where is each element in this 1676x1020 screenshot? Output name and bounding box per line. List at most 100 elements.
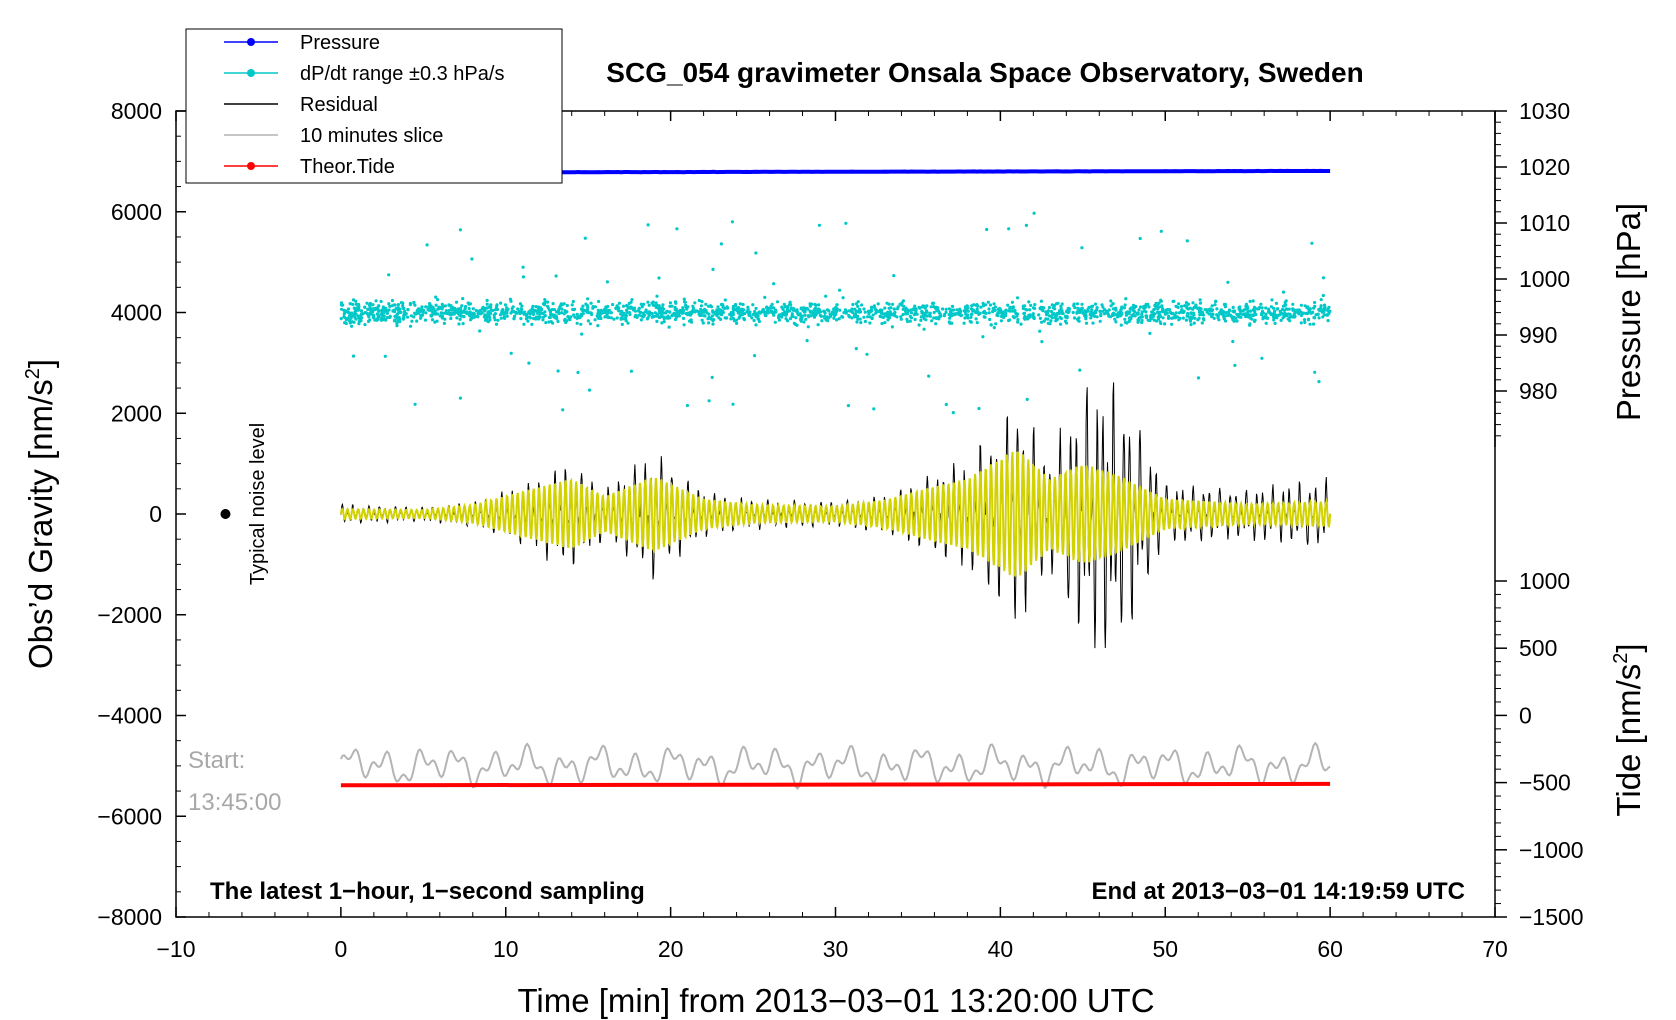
dpdt-point: [617, 301, 622, 305]
dpdt-point: [873, 306, 877, 310]
dpdt-point: [820, 319, 824, 323]
dpdt-point: [581, 304, 585, 308]
dpdt-point: [1264, 316, 1268, 320]
dpdt-point: [648, 311, 653, 315]
dpdt-point: [1313, 300, 1317, 305]
dpdt-point: [1174, 311, 1178, 315]
dpdt-point: [947, 313, 951, 317]
dpdt-point: [719, 242, 724, 246]
dpdt-point: [959, 314, 963, 318]
dpdt-point: [1158, 314, 1162, 319]
dpdt-point: [941, 307, 945, 311]
dpdt-point: [478, 329, 482, 333]
dpdt-point: [547, 320, 551, 324]
dpdt-point: [1120, 305, 1124, 309]
dpdt-point: [417, 307, 421, 311]
dpdt-point: [1201, 313, 1205, 317]
dpdt-point: [1302, 318, 1307, 322]
dpdt-point: [981, 304, 986, 308]
dpdt-point: [1223, 319, 1228, 323]
dpdt-point: [834, 306, 838, 310]
pressure-tick-label: 1030: [1519, 98, 1570, 124]
dpdt-point: [780, 313, 784, 317]
dpdt-point: [1098, 309, 1102, 313]
dpdt-point: [1196, 376, 1201, 380]
dpdt-point: [532, 312, 536, 316]
dpdt-point: [1052, 312, 1056, 316]
dpdt-point: [1041, 309, 1045, 313]
dpdt-point: [395, 313, 399, 317]
dpdt-point: [534, 305, 538, 309]
dpdt-point: [965, 305, 969, 309]
dpdt-point: [1275, 316, 1279, 320]
dpdt-point: [431, 306, 435, 310]
dpdt-point: [751, 313, 756, 317]
dpdt-point: [885, 301, 889, 305]
dpdt-point: [705, 311, 709, 315]
dpdt-point: [622, 311, 626, 315]
dpdt-point: [659, 312, 663, 316]
dpdt-point: [405, 315, 410, 319]
dpdt-point: [339, 317, 343, 321]
footer-right: End at 2013−03−01 14:19:59 UTC: [1091, 878, 1465, 905]
dpdt-point: [521, 265, 525, 269]
dpdt-point: [1172, 299, 1176, 303]
dpdt-point: [668, 316, 672, 320]
dpdt-point: [528, 316, 532, 320]
dpdt-point: [1282, 314, 1286, 319]
dpdt-point: [1189, 311, 1193, 315]
dpdt-point: [799, 307, 803, 311]
dpdt-point: [743, 312, 747, 316]
dpdt-point: [1173, 313, 1177, 318]
dpdt-point: [693, 310, 697, 314]
dpdt-point: [1136, 320, 1140, 324]
dpdt-point: [752, 318, 756, 323]
dpdt-point: [921, 311, 925, 315]
dpdt-point: [368, 318, 372, 322]
dpdt-point: [707, 399, 711, 403]
dpdt-point: [1190, 315, 1194, 319]
dpdt-point: [573, 315, 577, 319]
dpdt-point: [799, 319, 803, 323]
dpdt-point: [494, 322, 499, 326]
dpdt-point: [1146, 302, 1150, 306]
dpdt-point: [981, 335, 985, 339]
tide-tick-label: 1000: [1519, 568, 1570, 594]
dpdt-point: [374, 299, 378, 303]
dpdt-point: [380, 313, 384, 317]
dpdt-point: [1131, 303, 1136, 307]
dpdt-point: [395, 324, 399, 328]
dpdt-point: [1203, 308, 1207, 312]
dpdt-point: [368, 306, 372, 310]
dpdt-point: [471, 307, 475, 311]
dpdt-point: [1176, 305, 1180, 309]
dpdt-point: [619, 317, 623, 321]
dpdt-point: [908, 319, 912, 323]
dpdt-point: [1280, 307, 1285, 312]
dpdt-point: [763, 295, 767, 299]
dpdt-point: [534, 315, 539, 319]
dpdt-point: [363, 305, 367, 309]
dpdt-point: [723, 306, 727, 310]
dpdt-point: [445, 312, 450, 316]
dpdt-point: [644, 308, 648, 312]
pressure-tick-label: 990: [1519, 322, 1557, 348]
x-tick-label: 0: [334, 936, 347, 962]
dpdt-point: [683, 300, 687, 304]
dpdt-point: [805, 339, 809, 343]
dpdt-point: [655, 303, 659, 307]
dpdt-point: [761, 308, 765, 312]
dpdt-point: [603, 315, 607, 319]
dpdt-point: [426, 307, 430, 312]
slice-start-time: 13:45:00: [188, 789, 281, 816]
dpdt-point: [1184, 318, 1188, 322]
dpdt-point: [711, 267, 715, 271]
dpdt-point: [684, 312, 688, 316]
dpdt-point: [1264, 306, 1268, 310]
dpdt-point: [851, 302, 855, 307]
dpdt-point: [393, 318, 397, 322]
dpdt-point: [809, 314, 813, 318]
tide-line: [340, 781, 1331, 788]
dpdt-point: [849, 309, 853, 313]
dpdt-point: [530, 307, 534, 311]
